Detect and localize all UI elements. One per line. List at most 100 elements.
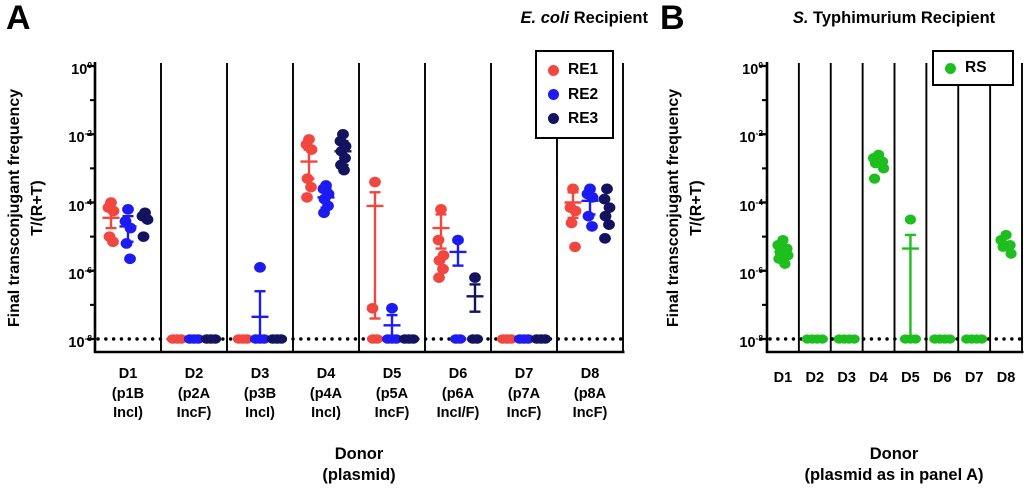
data-point (366, 302, 379, 314)
x-category-label: D8 (p8A IncF) (572, 366, 608, 421)
x-category-label: D5 (p5A IncF) (374, 366, 410, 421)
y-tick-label: 10-8 (68, 333, 92, 351)
legend-marker-icon (548, 89, 559, 100)
y-tick-label: 10-6 (68, 264, 92, 283)
data-point (603, 202, 616, 213)
data-point (107, 205, 120, 217)
data-point-at-detection-limit (848, 334, 860, 344)
x-category-label: D4 (869, 370, 888, 386)
data-point-at-detection-limit (539, 334, 552, 344)
data-point (254, 262, 266, 273)
x-category-label: D1 (773, 370, 793, 386)
error-bar-RE2 (251, 290, 269, 341)
panel-b-letter: B (660, 0, 686, 37)
panel-a-xaxis-title-line2: (plasmid) (322, 466, 396, 484)
y-tick-label: 10-8 (739, 333, 763, 351)
panel-a-legend: RE1 RE2 RE3 (535, 50, 614, 139)
data-point (904, 214, 917, 225)
data-point (386, 302, 398, 314)
data-point-at-detection-limit (909, 334, 922, 344)
data-point (598, 193, 611, 205)
legend-marker-icon (548, 113, 559, 125)
data-point (318, 207, 330, 219)
error-bar-RS (901, 233, 919, 341)
data-point (782, 250, 794, 261)
panel-a-title: E. coli Recipient (348, 8, 648, 28)
y-tick-label: 10-2 (68, 128, 92, 147)
data-point (586, 221, 598, 232)
data-point (599, 233, 611, 244)
data-point (452, 234, 464, 246)
error-bar-RE1 (366, 191, 384, 320)
panel-panel-A (87, 62, 625, 354)
data-point (567, 183, 579, 195)
data-point (569, 205, 582, 217)
y-tick-label: 10-6 (739, 264, 763, 283)
legend-label: RE3 (568, 109, 599, 127)
data-point-at-detection-limit (522, 334, 535, 344)
legend-item-RE1: RE1 (548, 62, 608, 78)
data-point (301, 192, 313, 203)
data-point (141, 214, 154, 225)
data-point (779, 258, 791, 270)
x-category-label: D4 (p4A IncI) (309, 366, 343, 421)
data-point-at-detection-limit (390, 334, 403, 344)
legend-label: RS (965, 59, 987, 76)
x-category-label: D7 (p7A IncF) (506, 366, 542, 421)
error-bar-RE3 (466, 283, 484, 313)
x-category-label: D6 (933, 370, 952, 386)
legend-label: RE2 (568, 85, 599, 103)
data-point (369, 176, 381, 188)
data-point (301, 173, 314, 184)
x-category-label: D5 (901, 370, 920, 386)
data-point (997, 241, 1009, 252)
data-point (603, 219, 615, 230)
panel-a-letter: A (6, 0, 32, 37)
data-point-at-detection-limit (944, 334, 956, 344)
panel-b-title: S. Typhimurium Recipient (744, 8, 1024, 28)
data-point (120, 238, 133, 249)
data-point (433, 255, 446, 266)
legend-marker-icon (945, 62, 956, 74)
data-point-at-detection-limit (407, 334, 420, 344)
data-point-at-detection-limit (241, 334, 254, 344)
data-point (868, 173, 881, 184)
x-category-label: D6 (p6A IncI/F) (436, 366, 480, 421)
data-point-at-detection-limit (371, 334, 383, 344)
data-point (435, 204, 447, 215)
panel-a-title-italic: E. coli (520, 9, 570, 27)
panel-b-title-rest: Typhimurium Recipient (808, 9, 996, 27)
data-point (599, 210, 612, 222)
data-point-at-detection-limit (175, 334, 188, 344)
panel-a-xaxis-title: Donor (plasmid) (159, 444, 559, 486)
data-point (107, 236, 119, 248)
data-point (469, 272, 481, 283)
panel-b-xaxis-title-line1: Donor (869, 445, 919, 463)
y-tick-label: 10-4 (68, 196, 92, 215)
panel-a-xaxis-title-line1: Donor (334, 445, 384, 463)
data-point (137, 231, 150, 242)
x-category-label: D1 (p1B IncI) (111, 366, 145, 421)
x-category-label: D2 (p2A IncF) (176, 366, 212, 421)
series-RE2 (119, 180, 599, 344)
y-tick-label: 100 (71, 60, 92, 78)
series-RE1 (102, 134, 582, 344)
data-point (305, 144, 318, 155)
panel-panel-B (759, 62, 1024, 354)
panel-b-xaxis-title: Donor (plasmid as in panel A) (694, 444, 1024, 486)
data-point (124, 222, 137, 234)
x-category-label: D2 (805, 370, 825, 386)
legend-item-RE2: RE2 (548, 85, 608, 103)
panel-a-title-rest: Recipient (569, 9, 648, 27)
panel-b-legend: RS (932, 50, 1014, 86)
x-category-label: D8 (996, 370, 1016, 386)
series-RE3 (136, 128, 616, 344)
series-RS (772, 149, 1017, 344)
data-point (601, 183, 613, 195)
data-point-at-detection-limit (471, 334, 483, 344)
data-point (122, 204, 134, 215)
panel-a-yaxis-label-line1: Final transconjugant frequency (6, 88, 23, 328)
y-tick-label: 10-2 (739, 128, 763, 147)
